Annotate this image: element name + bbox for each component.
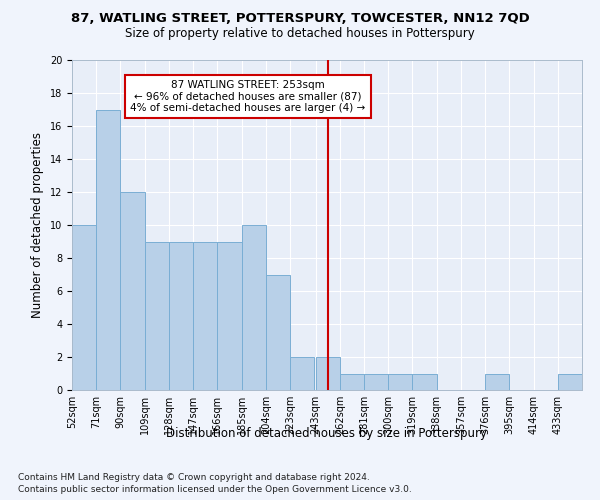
Bar [169, 242, 193, 390]
Bar [290, 357, 314, 390]
Text: Contains HM Land Registry data © Crown copyright and database right 2024.: Contains HM Land Registry data © Crown c… [18, 472, 370, 482]
Bar [193, 242, 217, 390]
Bar [364, 374, 388, 390]
Bar [217, 242, 242, 390]
Bar [558, 374, 582, 390]
Bar [340, 374, 364, 390]
Text: Contains public sector information licensed under the Open Government Licence v3: Contains public sector information licen… [18, 485, 412, 494]
Text: Distribution of detached houses by size in Potterspury: Distribution of detached houses by size … [167, 428, 487, 440]
Bar [121, 192, 145, 390]
Y-axis label: Number of detached properties: Number of detached properties [31, 132, 44, 318]
Text: 87, WATLING STREET, POTTERSPURY, TOWCESTER, NN12 7QD: 87, WATLING STREET, POTTERSPURY, TOWCEST… [71, 12, 529, 26]
Bar [412, 374, 437, 390]
Bar [96, 110, 121, 390]
Text: 87 WATLING STREET: 253sqm
← 96% of detached houses are smaller (87)
4% of semi-d: 87 WATLING STREET: 253sqm ← 96% of detac… [130, 80, 365, 113]
Bar [72, 225, 96, 390]
Bar [388, 374, 412, 390]
Bar [485, 374, 509, 390]
Bar [266, 274, 290, 390]
Bar [316, 357, 340, 390]
Bar [145, 242, 169, 390]
Text: Size of property relative to detached houses in Potterspury: Size of property relative to detached ho… [125, 28, 475, 40]
Bar [242, 225, 266, 390]
